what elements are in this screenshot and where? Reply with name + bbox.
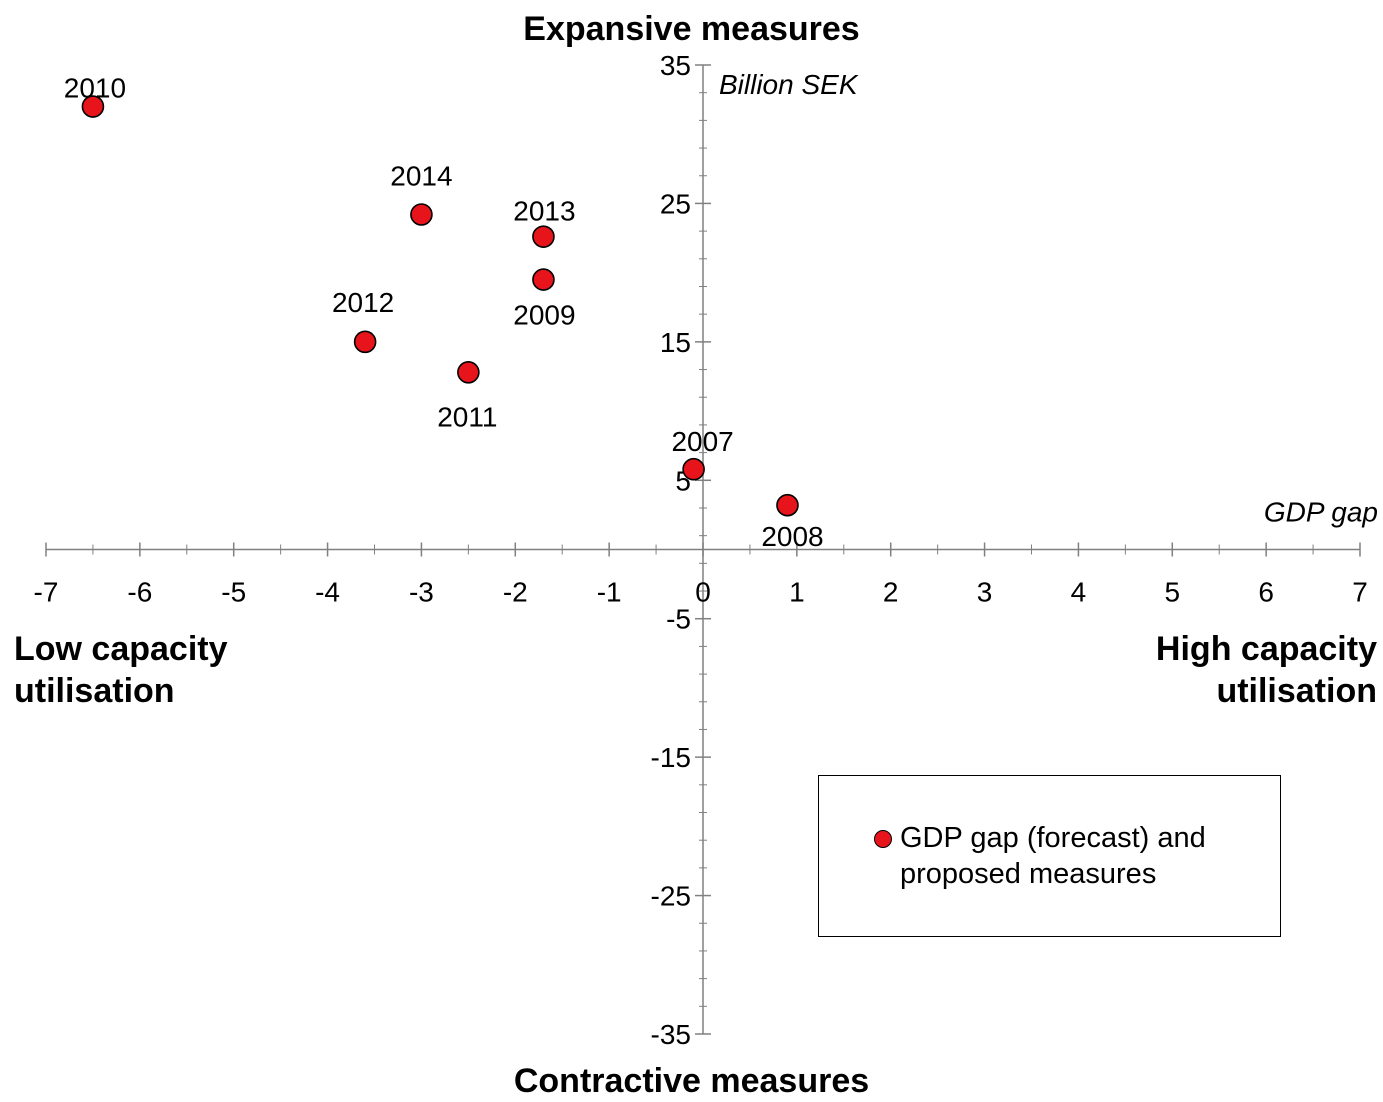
top-quadrant-label: Expansive measures	[523, 10, 860, 48]
x-tick-label: -3	[409, 577, 434, 608]
y-tick-label: 35	[660, 50, 691, 81]
bottom-quadrant-label: Contractive measures	[513, 1062, 870, 1100]
data-point	[81, 95, 105, 118]
y-tick-label: -5	[666, 604, 691, 635]
y-axis-title: Billion SEK	[719, 69, 859, 100]
x-tick-label: -6	[127, 577, 152, 608]
x-tick-label: -7	[34, 577, 59, 608]
x-tick-label: 5	[1164, 577, 1180, 608]
legend-text-line1: GDP gap (forecast) and	[900, 822, 1206, 854]
x-tick-label: 7	[1352, 577, 1368, 608]
legend: GDP gap (forecast) and proposed measures	[818, 775, 1281, 937]
right-label-line2: utilisation	[1216, 672, 1377, 710]
data-point	[682, 457, 705, 481]
right-label-line1: High capacity	[1155, 630, 1377, 668]
data-label: 2012	[332, 287, 394, 318]
y-tick-label: -25	[651, 881, 691, 912]
x-tick-label: 2	[883, 577, 899, 608]
data-point	[457, 361, 480, 384]
data-label: 2008	[761, 521, 823, 552]
x-tick-label: 4	[1071, 577, 1087, 608]
left-label-line1: Low capacity	[14, 630, 228, 668]
y-tick-label: 15	[660, 327, 691, 358]
x-axis-title: GDP gap	[1264, 497, 1378, 528]
x-tick-label: 3	[977, 577, 993, 608]
x-tick-label: -1	[597, 577, 622, 608]
left-quadrant-label: Low capacity utilisation	[14, 628, 228, 712]
legend-text: GDP gap (forecast) and proposed measures	[900, 820, 1260, 892]
legend-marker-icon	[874, 830, 892, 848]
left-label-line2: utilisation	[14, 672, 175, 710]
data-label: 2014	[390, 161, 452, 192]
data-label: 2007	[671, 426, 733, 457]
x-tick-label: -2	[503, 577, 528, 608]
right-quadrant-label: High capacity utilisation	[1156, 628, 1377, 712]
x-tick-label: 1	[789, 577, 805, 608]
data-label: 2011	[437, 401, 497, 432]
x-tick-label: -4	[315, 577, 340, 608]
legend-text-line2: proposed measures	[900, 858, 1157, 890]
data-label: 2013	[513, 196, 575, 227]
x-tick-label: 0	[695, 577, 711, 608]
data-label: 2010	[64, 73, 126, 104]
data-point	[776, 493, 799, 517]
data-point	[410, 203, 433, 226]
y-tick-label: -15	[651, 742, 691, 773]
x-tick-label: 6	[1258, 577, 1274, 608]
data-point	[532, 268, 555, 291]
data-point	[353, 330, 377, 354]
data-point	[532, 225, 555, 248]
data-label: 2009	[513, 300, 575, 331]
x-tick-label: -5	[221, 577, 246, 608]
y-tick-label: 25	[660, 188, 691, 219]
y-tick-label: -35	[651, 1019, 691, 1050]
